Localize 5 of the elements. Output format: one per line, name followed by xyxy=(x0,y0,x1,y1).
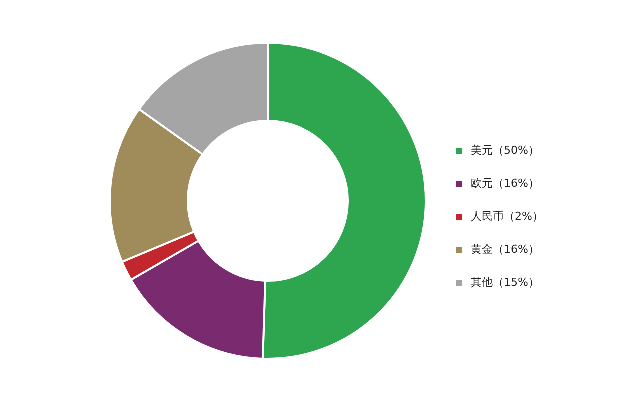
legend-label: 其他（15%） xyxy=(471,275,540,290)
legend-label: 欧元（16%） xyxy=(471,176,540,191)
legend-label: 黄金（16%） xyxy=(471,242,540,257)
legend-label: 人民币（2%） xyxy=(471,209,544,224)
legend-label: 美元（50%） xyxy=(471,143,540,158)
